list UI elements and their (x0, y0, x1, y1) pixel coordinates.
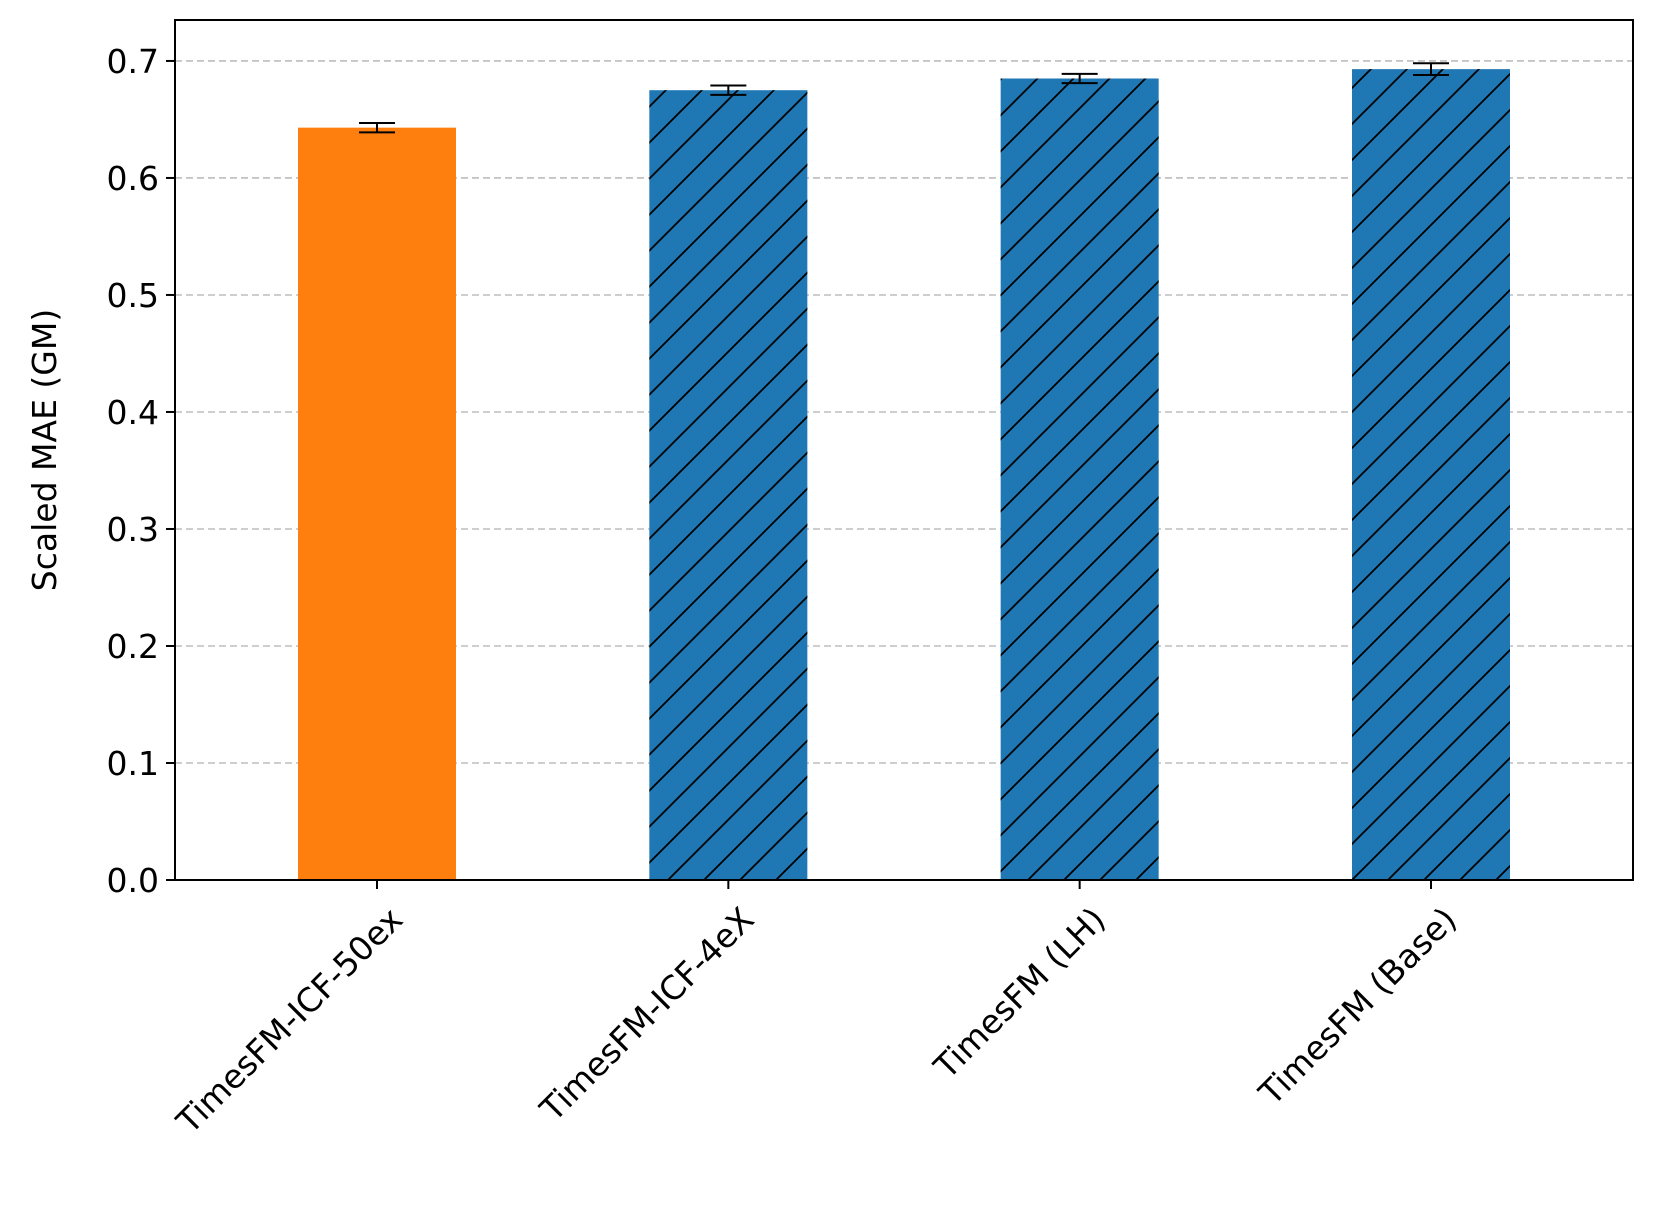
bars (298, 69, 1510, 881)
y-tick-label: 0.4 (107, 393, 159, 432)
y-axis-label: Scaled MAE (GM) (25, 309, 64, 591)
y-tick-label: 0.6 (107, 159, 159, 198)
y-tick-label: 0.7 (107, 42, 159, 81)
x-tick-label: TimesFM (LH) (926, 900, 1113, 1087)
y-tick-label: 0.5 (107, 276, 159, 315)
y-tick-label: 0.2 (107, 627, 159, 666)
bar (298, 127, 457, 881)
x-tick-label: TimesFM-ICF-4eX (532, 900, 762, 1130)
y-tick-label: 0.3 (107, 510, 159, 549)
bar-hatch (1000, 78, 1159, 880)
y-tick-label: 0.0 (107, 861, 159, 900)
y-axis: 0.0 0.1 0.2 0.3 0.4 0.5 0.6 0.7 (107, 42, 175, 900)
x-axis: TimesFM-ICF-50ex TimesFM-ICF-4eX TimesFM (… (168, 880, 1464, 1142)
x-tick-label: TimesFM-ICF-50ex (168, 900, 410, 1142)
x-tick-label: TimesFM (Base) (1251, 900, 1465, 1114)
bar-hatch (1351, 69, 1510, 880)
y-tick-label: 0.1 (107, 744, 159, 783)
plot-frame (174, 19, 1634, 881)
error-bars (359, 62, 1449, 134)
bar-hatch (649, 90, 808, 880)
